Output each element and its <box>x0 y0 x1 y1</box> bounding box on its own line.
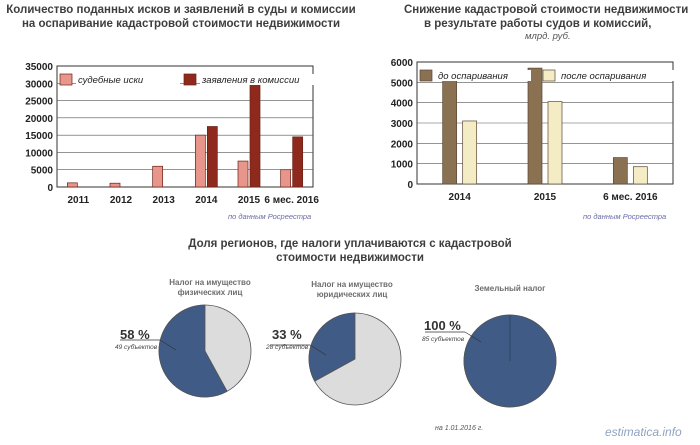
left-chart-title: Количество поданных исков и заявлений в … <box>0 3 362 31</box>
bar-series1 <box>66 182 78 188</box>
y-tick-label: 2000 <box>391 139 414 150</box>
legend-bg <box>200 74 318 85</box>
left-bar-chart: 0 5000 10000 15000 20000 25000 30000 35000 2011 2… <box>25 62 319 206</box>
bar-series1 <box>152 165 164 188</box>
legend-label: до оспаривания <box>438 71 508 82</box>
y-tick-label: 25000 <box>25 97 53 108</box>
x-tick-label: 2014 <box>195 195 218 206</box>
pie1-label-line1: Налог на имущество <box>169 278 251 287</box>
bar-series2 <box>462 120 478 185</box>
pies-title: Доля регионов, где налоги уплачиваются с… <box>150 237 550 265</box>
pie2-label-line1: Налог на имущество <box>311 280 393 289</box>
y-tick-label: 0 <box>47 183 53 194</box>
pie-2-share <box>308 312 356 382</box>
pie2-label: Налог на имущество юридических лиц <box>282 280 422 300</box>
pie-2-leader-d <box>309 344 327 356</box>
y-tick-label: 5000 <box>391 78 414 89</box>
pie-3-leader-d <box>464 331 482 343</box>
x-tick-label: 2012 <box>110 195 133 206</box>
y-tick-label: 0 <box>407 180 413 191</box>
legend-swatch <box>59 73 73 86</box>
x-tick-label: 2014 <box>449 192 472 203</box>
right-chart-source: по данным Росреестра <box>583 212 667 221</box>
watermark: estimatica.info <box>605 425 682 439</box>
right-chart-title-line2: в результате работы судов и комиссий, <box>424 18 652 30</box>
plot-frame <box>56 65 314 188</box>
right-chart-unit: млрд. руб. <box>525 31 571 42</box>
pie1-label: Налог на имущество физических лиц <box>140 278 280 298</box>
pie2-label-line2: юридических лиц <box>316 290 388 299</box>
left-chart-title-line1: Количество поданных исков и заявлений в … <box>6 4 356 16</box>
legend-bg <box>559 70 680 81</box>
y-tick-label: 1000 <box>391 160 414 171</box>
pies-title-line1: Доля регионов, где налоги уплачиваются с… <box>188 238 512 250</box>
pie3-label-line1: Земельный налог <box>474 284 546 293</box>
y-tick-label: 15000 <box>25 131 53 142</box>
bar-series2 <box>206 126 218 188</box>
bar-series2 <box>292 136 304 188</box>
y-tick-label: 20000 <box>25 114 53 125</box>
legend-swatch <box>542 69 556 82</box>
pies-title-line2: стоимости недвижимости <box>276 252 424 264</box>
y-tick-label: 6000 <box>391 58 414 69</box>
left-chart-title-line2: на оспаривание кадастровой стоимости нед… <box>21 18 341 30</box>
legend-label: заявления в комиссии <box>201 75 300 86</box>
bar-series2 <box>249 79 261 188</box>
legend-label: после оспаривания <box>561 71 646 82</box>
pie2-percent: 33 % <box>272 327 302 342</box>
bar-series1 <box>612 157 628 185</box>
x-tick-label: 6 мес. 2016 <box>264 195 319 206</box>
bar-series2 <box>547 101 563 185</box>
legend-swatch <box>183 73 197 86</box>
bar-series1 <box>280 169 292 188</box>
y-tick-label: 3000 <box>391 119 414 130</box>
bar-series1 <box>527 67 543 185</box>
legend-bg <box>76 74 180 85</box>
bar-series1 <box>237 160 249 188</box>
pie-1-leader-d <box>159 339 177 351</box>
pie1-subjects: 49 субъектов <box>115 344 158 351</box>
x-tick-label: 6 мес. 2016 <box>603 192 658 203</box>
right-chart-title: Снижение кадастровой стоимости недвижимо… <box>388 3 700 31</box>
pie3-percent: 100 % <box>424 318 461 333</box>
bar-series1 <box>194 134 206 188</box>
legend-label: судебные иски <box>78 75 144 86</box>
bar-series1 <box>442 72 458 185</box>
y-tick-label: 5000 <box>31 166 54 177</box>
right-chart-title-line1: Снижение кадастровой стоимости недвижимо… <box>404 4 689 16</box>
legend-swatch <box>419 69 433 82</box>
bar-series1 <box>109 182 121 188</box>
pie2-subjects: 28 субъектов <box>266 344 309 351</box>
y-tick-label: 10000 <box>25 148 53 159</box>
pie-1-share <box>158 304 228 398</box>
x-tick-label: 2015 <box>238 195 261 206</box>
y-tick-label: 4000 <box>391 99 414 110</box>
x-tick-label: 2013 <box>153 195 176 206</box>
x-tick-label: 2015 <box>534 192 557 203</box>
legend-bg <box>436 70 531 81</box>
date-note: на 1.01.2016 г. <box>435 425 484 432</box>
x-tick-label: 2011 <box>67 195 89 206</box>
pie1-label-line2: физических лиц <box>177 288 243 297</box>
pie1-percent: 58 % <box>120 327 150 342</box>
pie3-label: Земельный налог <box>440 284 580 294</box>
right-bar-chart: 0 1000 2000 3000 4000 5000 6000 2014 2015 6 мес. … <box>391 58 680 203</box>
y-tick-label: 30000 <box>25 79 53 90</box>
bar-series2 <box>632 166 648 185</box>
pie3-subjects: 85 субъектов <box>422 336 465 343</box>
y-tick-label: 35000 <box>25 62 53 73</box>
pie-charts <box>120 304 557 408</box>
left-chart-source: по данным Росреестра <box>228 212 312 221</box>
